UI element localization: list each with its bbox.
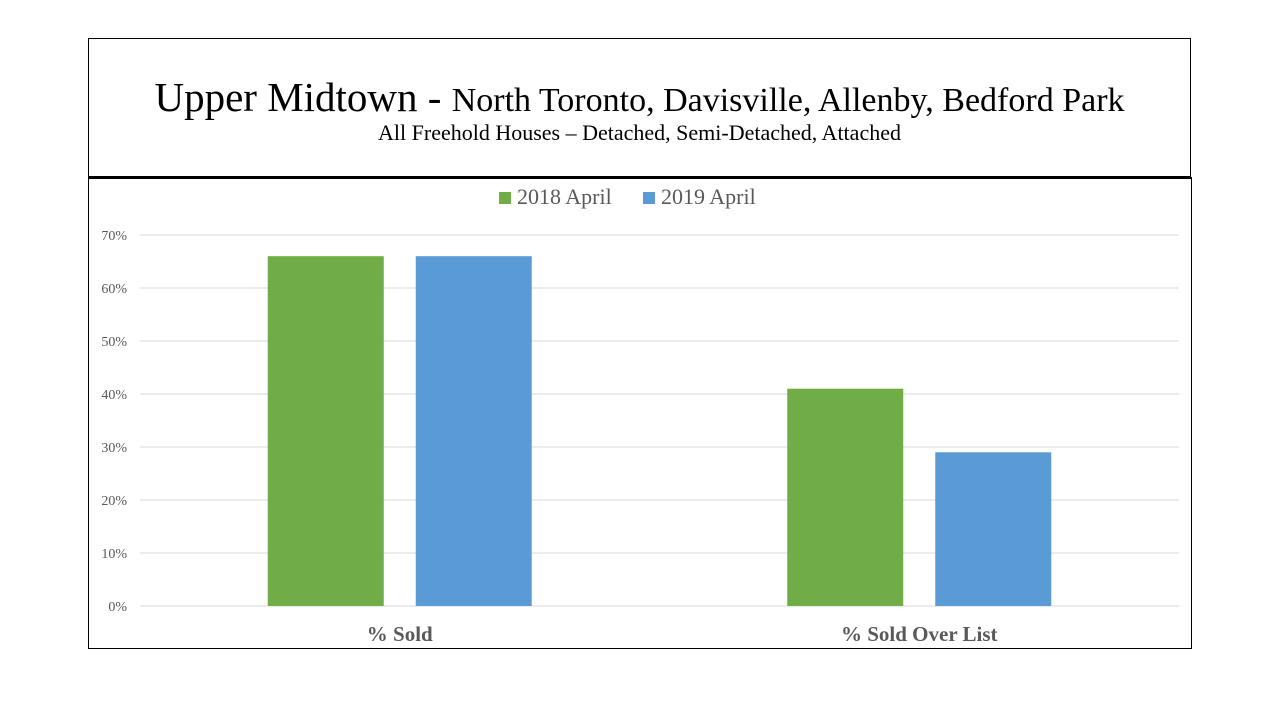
category-label: % Sold (367, 622, 433, 646)
legend-label: 2018 April (517, 184, 612, 209)
bar (935, 452, 1052, 606)
bar (415, 256, 532, 606)
chart-subtitle: All Freehold Houses – Detached, Semi-Det… (378, 120, 901, 145)
y-tick-label: 10% (101, 547, 127, 562)
chart-title-neighbourhoods: North Toronto, Davisville, Allenby, Bedf… (451, 82, 1125, 119)
y-tick-label: 20% (101, 494, 127, 509)
chart-area: 0% 10% 20% 30% 40% 50% 60% 70% % Sold % Sold Over… (88, 177, 1192, 649)
chart-title-box: Upper Midtown - North Toronto, Davisvill… (88, 38, 1191, 177)
y-tick-label: 70% (101, 229, 127, 244)
category-label: % Sold Over List (841, 622, 998, 646)
chart-title-main: Upper Midtown - (154, 74, 452, 120)
legend-swatch (643, 192, 655, 204)
y-tick-label: 40% (101, 388, 127, 403)
legend-swatch (499, 192, 511, 204)
bar-chart: 0% 10% 20% 30% 40% 50% 60% 70% % Sold % Sold Over… (101, 184, 1179, 646)
y-tick-label: 30% (101, 441, 127, 456)
bar (267, 256, 384, 606)
bar (787, 388, 904, 606)
y-tick-label: 50% (101, 335, 127, 350)
y-tick-label: 0% (108, 600, 127, 615)
chart-title: Upper Midtown - North Toronto, Davisvill… (89, 73, 1190, 121)
y-tick-label: 60% (101, 282, 127, 297)
legend-label: 2019 April (661, 184, 756, 209)
